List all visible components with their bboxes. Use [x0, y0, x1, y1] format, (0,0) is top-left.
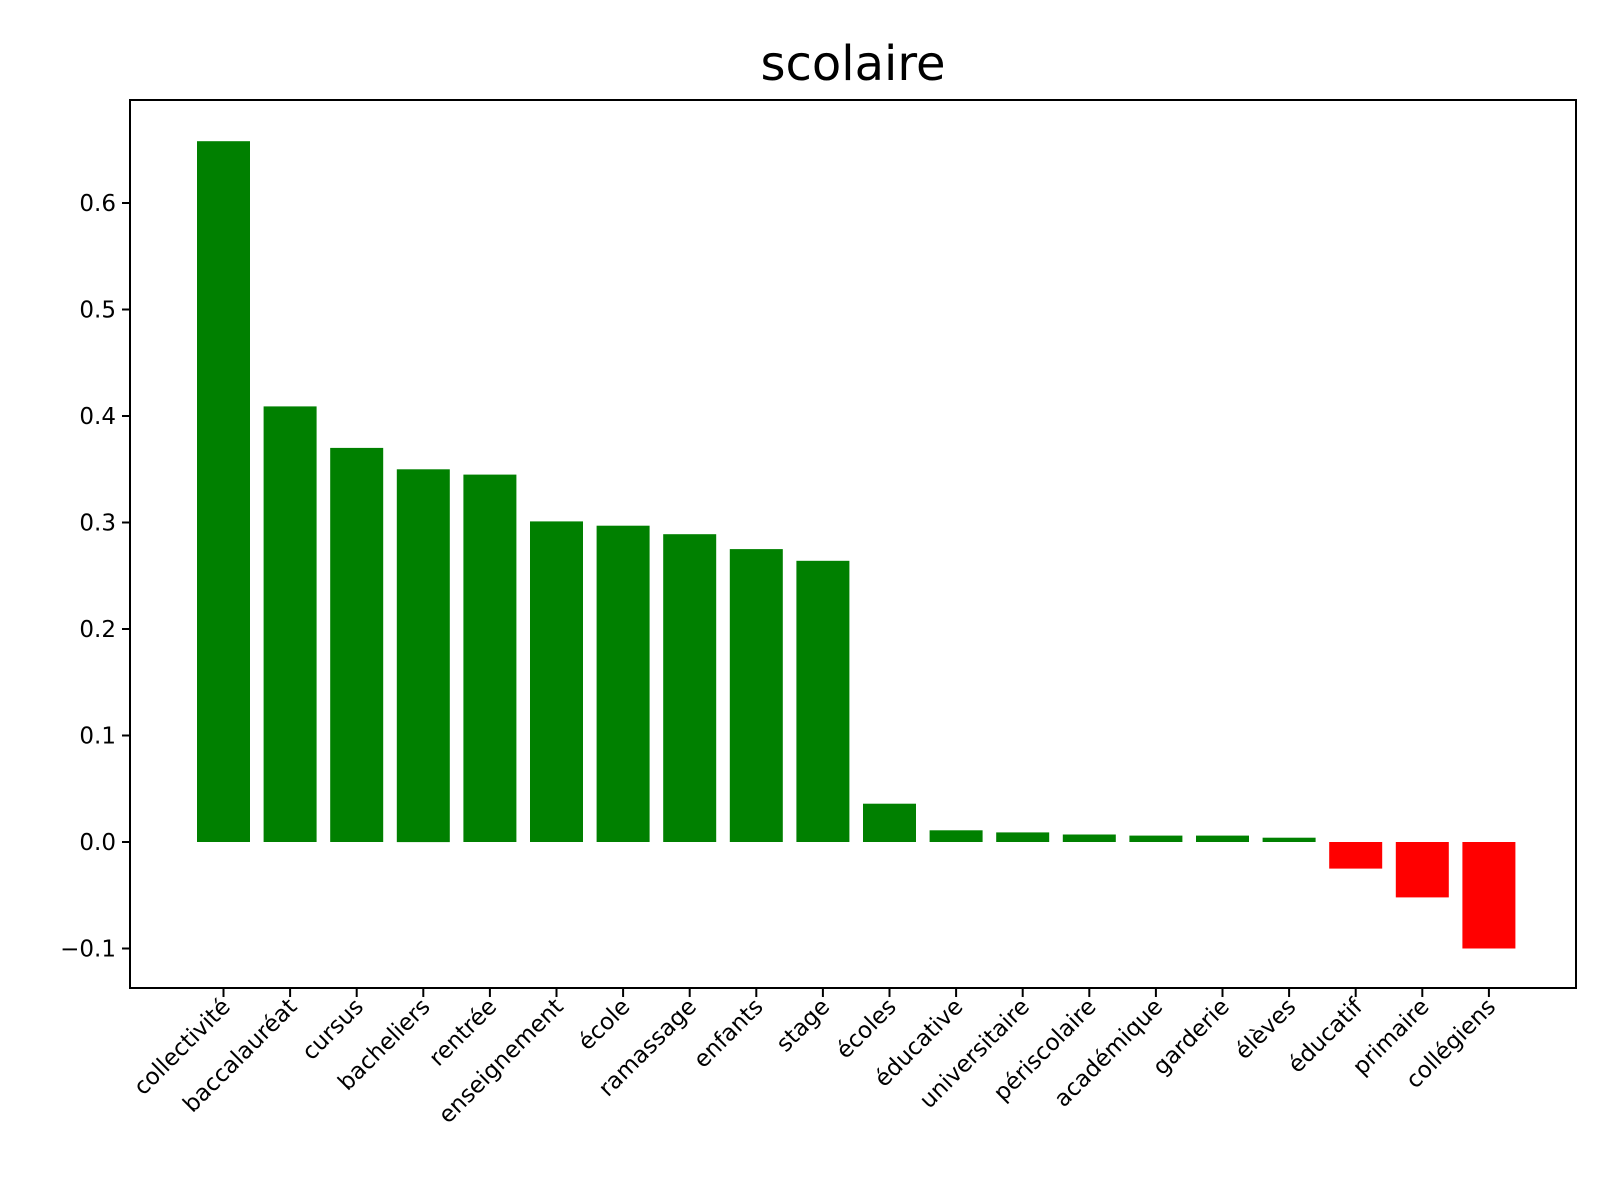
bar-7 [596, 525, 650, 842]
bar-3 [330, 447, 384, 842]
y-tick-label: 0.2 [79, 617, 116, 643]
y-tick-label: 0.4 [79, 404, 116, 430]
bar-8 [663, 534, 717, 842]
category-label: baccalauréat [178, 994, 302, 1118]
bar-11 [863, 803, 916, 842]
bar-15 [1129, 835, 1183, 842]
bar-9 [729, 549, 783, 842]
y-axis: −0.1 0.0 0.1 0.2 0.3 0.4 0.5 0.6 [60, 191, 130, 963]
category-label: école [574, 994, 636, 1056]
bar-18 [1329, 842, 1383, 869]
y-tick-label: 0.5 [79, 298, 116, 324]
bar-6 [530, 521, 583, 842]
bar-4 [396, 469, 450, 843]
bar-20 [1462, 842, 1516, 949]
bar-10 [796, 560, 850, 842]
y-tick-label: 0.1 [79, 724, 116, 750]
y-tick-label: 0.0 [79, 830, 116, 856]
y-tick-label: 0.3 [79, 511, 116, 537]
y-tick-label: 0.6 [79, 191, 116, 217]
x-axis: collectivitébaccalauréatcursusbacheliers… [129, 988, 1501, 1129]
bar-16 [1196, 835, 1249, 842]
y-tick-label: −0.1 [60, 937, 116, 963]
bar-19 [1395, 842, 1449, 898]
plot-frame [129, 99, 1577, 989]
bar-1 [197, 141, 250, 842]
bar-14 [1062, 834, 1116, 842]
bars-group [197, 141, 1516, 949]
category-label: stage [772, 994, 836, 1058]
chart-title: scolaire [760, 36, 945, 92]
bar-17 [1262, 837, 1316, 842]
bar-5 [463, 474, 517, 842]
category-label: enfants [689, 994, 769, 1074]
bar-13 [996, 832, 1050, 842]
bar-2 [263, 406, 317, 842]
category-label: enseignement [434, 994, 569, 1129]
bar-12 [929, 830, 983, 842]
